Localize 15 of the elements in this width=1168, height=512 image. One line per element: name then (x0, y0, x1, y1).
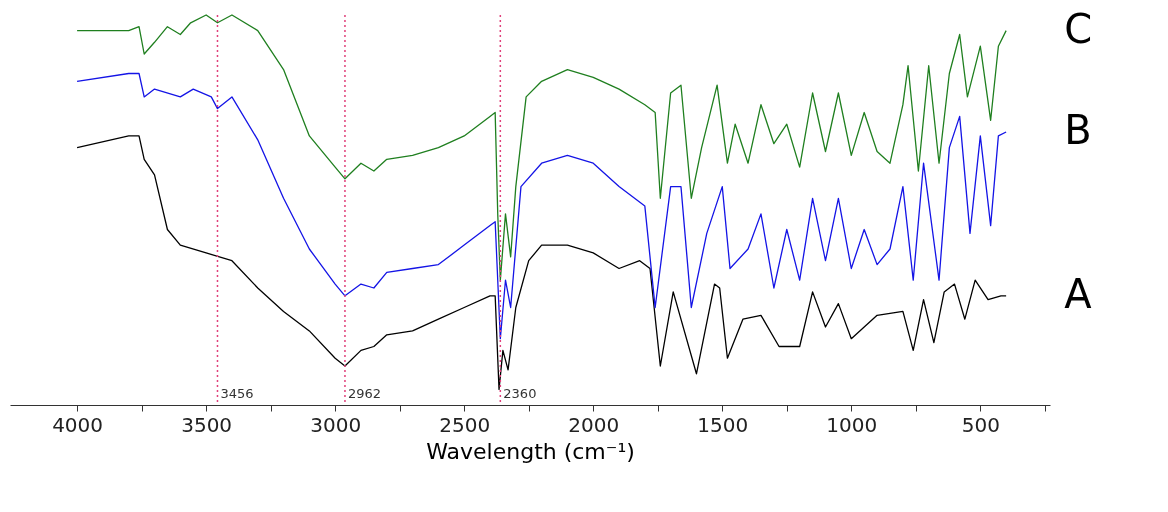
x-axis-title: Wavelength (cm⁻¹) (426, 438, 635, 464)
series-label: A (1064, 270, 1093, 317)
x-tick-label: 1000 (826, 412, 878, 437)
ref-line-label: 3456 (220, 386, 254, 401)
series-label: C (1064, 5, 1093, 52)
x-tick-label: 2000 (568, 412, 620, 437)
ref-line-label: 2360 (503, 386, 537, 401)
x-tick-label: 4000 (52, 412, 104, 437)
ref-line-label: 2962 (347, 386, 382, 401)
x-tick-label: 3500 (181, 412, 233, 437)
x-tick-label: 3000 (310, 412, 362, 437)
series-label: B (1064, 107, 1092, 153)
x-tick-label: 2500 (439, 412, 491, 437)
x-tick-label: 500 (961, 412, 1000, 437)
x-tick-label: 1500 (697, 412, 749, 437)
